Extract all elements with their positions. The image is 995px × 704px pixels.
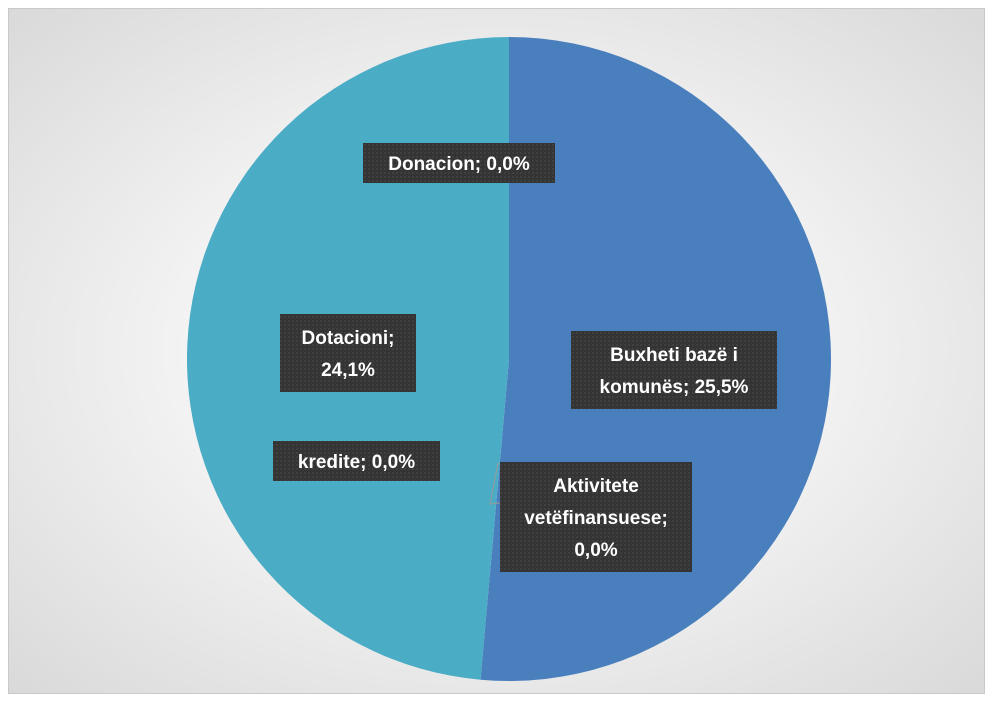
data-label-box [571,331,777,409]
data-label-text: Aktivitete [553,476,639,497]
data-label-text: Dotacioni; [302,328,395,349]
data-label-box [280,314,416,392]
data-label-box [363,143,555,183]
data-label: Donacion; 0,0% [363,143,555,183]
data-label-text: Donacion; 0,0% [388,154,530,175]
data-label-text: komunës; 25,5% [600,377,749,398]
data-label: Aktivitete vetëfinansuese; 0,0% [500,462,692,572]
data-label-box [500,462,692,572]
data-label-box [273,441,440,481]
data-label: kredite; 0,0% [273,441,440,481]
data-label-text: 0,0% [574,540,617,561]
data-label: Buxheti bazë i komunës; 25,5% [571,331,777,409]
leader-line [489,462,501,505]
data-label: Dotacioni; 24,1% [280,314,416,392]
data-label-text: vetëfinansuese; [524,508,668,529]
data-label-text: kredite; 0,0% [298,452,415,473]
data-label-text: 24,1% [321,360,375,381]
data-label-text: Buxheti bazë i [610,345,738,366]
